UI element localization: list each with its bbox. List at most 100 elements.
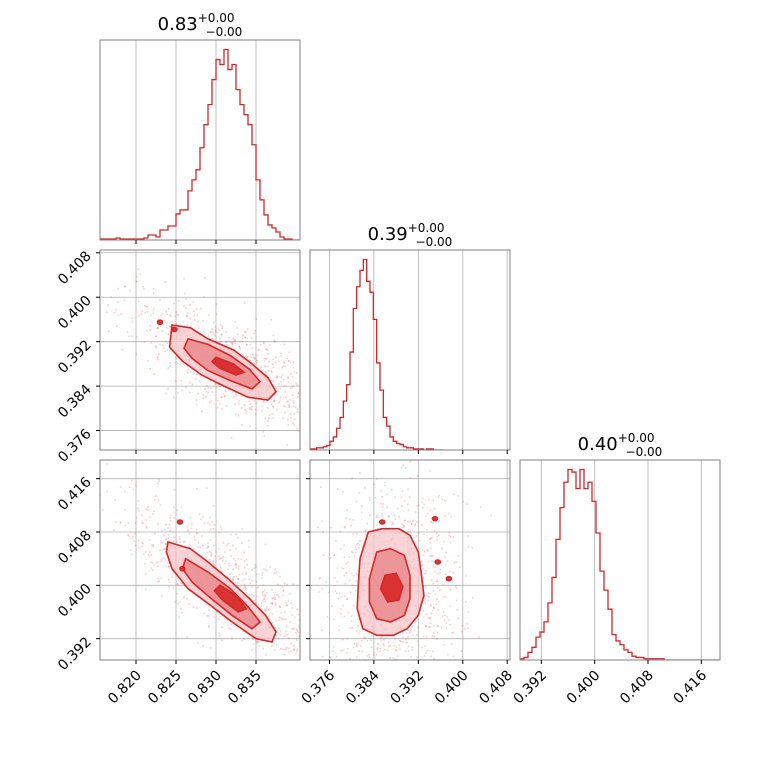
sample-point bbox=[288, 647, 290, 649]
sample-point bbox=[405, 673, 407, 675]
sample-point bbox=[228, 337, 230, 339]
sample-point bbox=[321, 629, 323, 631]
sample-point bbox=[333, 645, 335, 648]
sample-point bbox=[346, 598, 348, 601]
sample-point bbox=[177, 314, 180, 316]
sample-point bbox=[243, 566, 246, 569]
sample-point bbox=[274, 627, 276, 629]
sample-point bbox=[393, 514, 396, 516]
sample-point bbox=[305, 406, 307, 408]
sample-point bbox=[184, 292, 186, 295]
sample-point bbox=[422, 577, 425, 580]
sample-point bbox=[424, 572, 427, 575]
sample-point bbox=[248, 578, 251, 580]
sample-point bbox=[274, 596, 276, 599]
sample-point bbox=[322, 531, 325, 533]
sample-point bbox=[298, 618, 300, 621]
sample-point bbox=[157, 478, 160, 481]
sample-point bbox=[242, 630, 245, 632]
sample-point bbox=[352, 533, 354, 535]
sample-point bbox=[356, 644, 358, 646]
sample-point bbox=[186, 312, 189, 315]
sample-point bbox=[279, 606, 281, 608]
sample-point bbox=[336, 649, 338, 651]
sample-point bbox=[200, 410, 203, 413]
sample-point bbox=[436, 580, 439, 583]
contour-level-3 bbox=[213, 584, 248, 613]
sample-point bbox=[292, 385, 294, 387]
sample-point bbox=[398, 648, 401, 650]
sample-point bbox=[241, 640, 244, 642]
sample-point bbox=[467, 545, 470, 548]
sample-point bbox=[429, 547, 432, 549]
sample-point bbox=[218, 555, 220, 558]
sample-point bbox=[460, 650, 463, 652]
sample-point bbox=[278, 616, 281, 619]
sample-point bbox=[183, 278, 186, 280]
sample-point bbox=[249, 353, 252, 356]
sample-point bbox=[152, 545, 154, 548]
sample-point bbox=[227, 568, 229, 571]
sample-point bbox=[358, 546, 360, 549]
sample-point bbox=[342, 567, 345, 570]
sample-point bbox=[284, 411, 286, 414]
sample-point bbox=[131, 317, 133, 319]
sample-point bbox=[437, 587, 439, 589]
sample-point bbox=[192, 301, 195, 303]
sample-point bbox=[167, 387, 169, 390]
sample-point bbox=[446, 653, 449, 656]
sample-point bbox=[283, 362, 286, 364]
sample-point bbox=[289, 399, 292, 401]
sample-point bbox=[283, 582, 286, 585]
sample-point bbox=[213, 563, 215, 566]
sample-point bbox=[272, 597, 274, 599]
sample-point bbox=[208, 551, 211, 553]
sample-point bbox=[262, 342, 265, 345]
sample-point bbox=[265, 373, 268, 376]
sample-point bbox=[293, 371, 296, 373]
panel-title: 0.39+0.00 −0.00 bbox=[368, 221, 453, 249]
sample-point bbox=[349, 518, 351, 521]
x-tick-label: 0.825 bbox=[145, 668, 185, 708]
sample-point bbox=[302, 394, 304, 396]
sample-point bbox=[354, 662, 356, 664]
sample-point bbox=[132, 488, 135, 491]
sample-point bbox=[232, 337, 235, 340]
sample-point bbox=[238, 345, 241, 348]
sample-point bbox=[298, 405, 300, 408]
sample-point bbox=[389, 454, 391, 456]
sample-point bbox=[222, 392, 225, 395]
sample-point bbox=[321, 419, 323, 421]
sample-point bbox=[153, 499, 156, 501]
sample-point bbox=[345, 517, 347, 519]
sample-point bbox=[230, 341, 233, 344]
sample-point bbox=[205, 556, 208, 559]
sample-point bbox=[195, 532, 198, 535]
sample-point bbox=[294, 406, 297, 408]
sample-point bbox=[248, 539, 250, 542]
sample-point bbox=[236, 536, 239, 539]
sample-point bbox=[429, 622, 432, 625]
sample-point bbox=[246, 344, 248, 346]
sample-point bbox=[159, 299, 161, 301]
sample-point bbox=[112, 529, 115, 531]
sample-point bbox=[414, 511, 417, 513]
sample-point bbox=[446, 616, 449, 618]
sample-point bbox=[426, 649, 429, 652]
sample-point bbox=[415, 663, 417, 665]
sample-point bbox=[146, 509, 149, 511]
sample-point bbox=[292, 361, 295, 363]
sample-point bbox=[137, 268, 139, 271]
sample-point bbox=[429, 616, 432, 619]
sample-point bbox=[455, 587, 458, 590]
sample-point bbox=[138, 546, 140, 549]
sample-point bbox=[186, 324, 189, 327]
sample-point bbox=[273, 400, 276, 402]
sample-point bbox=[359, 540, 361, 543]
sample-point bbox=[379, 650, 381, 653]
sample-point bbox=[325, 404, 327, 406]
sample-point bbox=[393, 665, 395, 667]
sample-point bbox=[150, 567, 153, 570]
sample-point bbox=[189, 543, 191, 546]
sample-point bbox=[167, 533, 170, 536]
